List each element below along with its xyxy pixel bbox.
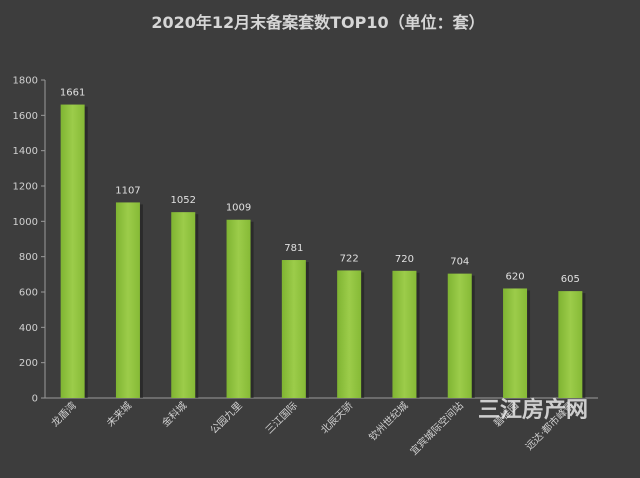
y-tick-label: 1600 — [13, 111, 38, 122]
bar — [558, 291, 583, 398]
bar — [281, 260, 306, 398]
category-label: 公园九里 — [208, 400, 245, 437]
y-tick-label: 400 — [19, 323, 38, 334]
bar — [171, 212, 196, 398]
bar — [392, 270, 417, 398]
category-label: 北辰天骄 — [319, 400, 356, 437]
bar — [60, 104, 85, 398]
y-tick-label: 0 — [32, 394, 38, 405]
category-label: 三江国际 — [263, 400, 300, 437]
category-label: 龙盾湾 — [48, 399, 78, 429]
bar — [115, 202, 140, 398]
category-label: 宜宾城际空间站 — [407, 399, 466, 458]
y-tick-label: 1800 — [13, 76, 38, 87]
chart-title: 2020年12月末备案套数TOP10（单位：套） — [151, 13, 484, 32]
category-label: 金科城 — [159, 399, 189, 429]
data-labels: 1661 1107 1052 1009 781 722 720 704 620 605 — [60, 88, 580, 286]
data-label: 781 — [284, 243, 303, 254]
data-label: 704 — [450, 257, 469, 268]
data-label: 1661 — [60, 88, 85, 99]
data-label: 722 — [340, 253, 359, 264]
data-label: 1052 — [171, 195, 196, 206]
y-tick-label: 1400 — [13, 146, 38, 157]
bars — [60, 104, 586, 398]
bar — [226, 219, 251, 398]
y-tick-label: 1200 — [13, 182, 38, 193]
data-label: 720 — [395, 254, 414, 265]
category-label: 未来城 — [104, 400, 134, 430]
data-label: 605 — [561, 274, 580, 285]
bar — [447, 273, 472, 398]
y-tick-label: 600 — [19, 288, 38, 299]
watermark: 三江房产网 — [478, 397, 588, 423]
data-label: 620 — [506, 271, 525, 282]
bar — [503, 288, 528, 398]
bar — [337, 270, 362, 398]
category-label: 钦州世纪城 — [367, 400, 411, 444]
data-label: 1107 — [115, 185, 140, 196]
y-tick-label: 800 — [19, 252, 38, 263]
y-tick-label: 200 — [19, 358, 38, 369]
data-label: 1009 — [226, 203, 251, 214]
y-tick-label: 1000 — [13, 217, 38, 228]
